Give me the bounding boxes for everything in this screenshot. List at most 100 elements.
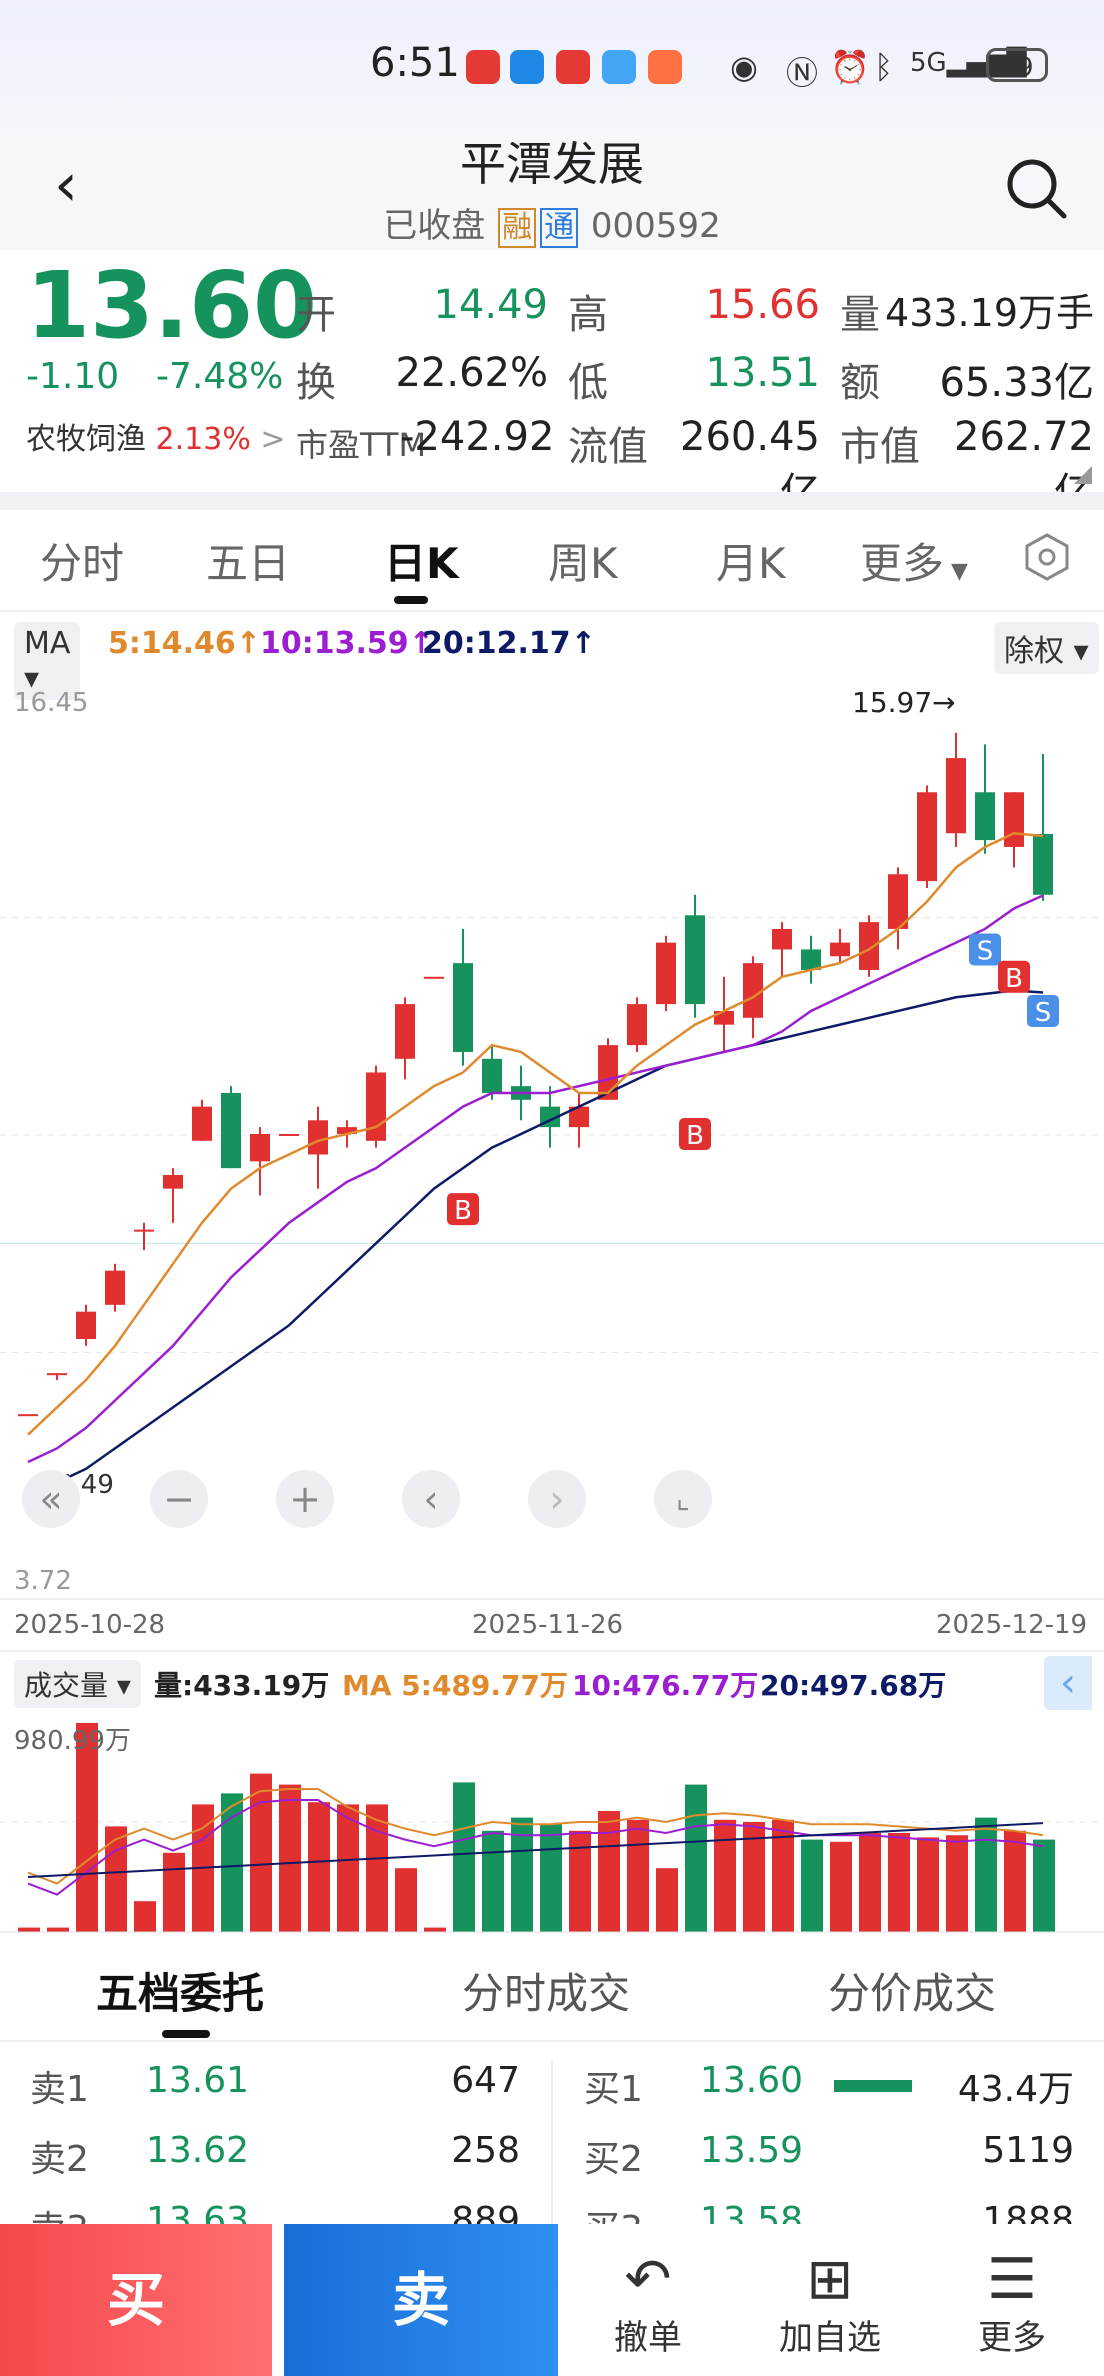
max-price-marker: 15.97→ (852, 686, 956, 719)
vol-ma20: 20:497.68万 (760, 1669, 947, 1702)
vol-ma10-line (27, 1799, 1044, 1896)
candle-body (975, 792, 995, 841)
stock-header (0, 130, 1104, 250)
volume-label: 量 (840, 292, 880, 338)
margin-tag: 融 (498, 208, 537, 248)
tab-trade-ticks[interactable]: 分时成交 (462, 1969, 631, 2018)
ask-price: 13.61 (146, 2060, 250, 2101)
price-change-pct: -7.48% (156, 356, 284, 397)
stock-subtitle: 已收盘 融通 000592 (0, 198, 1104, 248)
volume-bar (18, 1927, 40, 1932)
undo-icon: ↶ (624, 2247, 672, 2312)
candle-body (18, 1414, 38, 1417)
pan-right-icon[interactable]: › (528, 1470, 586, 1528)
volume-chart[interactable] (0, 1712, 1104, 1934)
sell-button[interactable]: 卖 (284, 2224, 558, 2376)
turnover-label: 换 (296, 360, 336, 406)
more-button[interactable]: ☰ 更多 (922, 2250, 1102, 2359)
add-watchlist-label: 加自选 (779, 2318, 881, 2358)
app-notification-icon (648, 50, 682, 84)
candle-body (163, 1174, 183, 1189)
low-label: 低 (568, 360, 608, 406)
ma20-line (27, 989, 1044, 1498)
volume-bar (279, 1784, 301, 1932)
candle-body (627, 1004, 647, 1046)
volume-bar (134, 1901, 156, 1932)
ask-label: 卖2 (30, 2139, 89, 2180)
adjust-select[interactable]: 除权 ▾ (994, 622, 1099, 674)
stock-name: 平潭发展 (460, 137, 644, 191)
candle-body (1004, 792, 1024, 847)
settings-hex-icon[interactable] (1022, 532, 1072, 582)
volume-bar (395, 1868, 417, 1932)
trade-marker-label: B (686, 1121, 704, 1151)
expand-corner-icon[interactable] (1074, 466, 1092, 484)
adjust-select-label: 除权 (1004, 634, 1064, 669)
divider (0, 492, 1104, 510)
collapse-panel-icon[interactable]: ‹ (1044, 1656, 1092, 1710)
y-axis-top-label: 16.45 (14, 688, 89, 718)
eye-icon: ◉ (730, 48, 758, 86)
vol-ma5-line (27, 1788, 1044, 1885)
date-label-start: 2025-10-28 (14, 1610, 166, 1640)
candle-body (221, 1092, 241, 1169)
tab-weekly-k[interactable]: 周K (548, 539, 618, 588)
tab-price-volume[interactable]: 分价成交 (828, 1969, 997, 2018)
volume-bar (511, 1817, 533, 1932)
vol-ma20-line (27, 1822, 1044, 1878)
stock-code: 000592 (590, 206, 721, 246)
zoom-out-icon[interactable]: − (150, 1470, 208, 1528)
last-price: 13.60 (26, 252, 318, 359)
tab-daily-k[interactable]: 日K (384, 539, 459, 588)
cancel-order-button[interactable]: ↶ 撤单 (558, 2250, 738, 2359)
pe-value: -242.92 (400, 414, 555, 460)
tab-monthly-k[interactable]: 月K (716, 539, 786, 588)
tab-order-book[interactable]: 五档委托 (96, 1969, 265, 2018)
scroll-start-icon[interactable]: « (22, 1470, 80, 1528)
market-status: 已收盘 (383, 206, 486, 246)
candle-body (482, 1058, 502, 1093)
divider (0, 610, 1104, 612)
candle-body (192, 1106, 212, 1141)
bid-label: 买2 (584, 2139, 643, 2180)
ask-label: 卖1 (30, 2069, 89, 2110)
volume-indicator-select[interactable]: 成交量 ▾ (14, 1660, 141, 1708)
ask-volume: 258 (451, 2130, 520, 2171)
app-notification-icon (556, 50, 590, 84)
back-icon[interactable]: ‹ (54, 150, 78, 220)
sector-link[interactable]: 农牧饲渔 2.13% > (26, 414, 286, 458)
tab-intraday[interactable]: 分时 (40, 539, 125, 588)
candle-body (888, 874, 908, 929)
add-watchlist-button[interactable]: ⊞ 加自选 (740, 2250, 920, 2359)
candle-body (685, 915, 705, 1005)
candle-body (801, 949, 821, 970)
pan-left-icon[interactable]: ‹ (402, 1470, 460, 1528)
candle-body (134, 1229, 154, 1232)
amount-label: 额 (840, 360, 880, 406)
ma10-value: 10:13.59↑ (260, 626, 434, 661)
float-mcap-label: 流值 (568, 424, 648, 470)
tab-five-day[interactable]: 五日 (206, 539, 291, 588)
indicator-select[interactable]: MA ▾ (14, 622, 81, 700)
connect-tag: 通 (540, 208, 579, 248)
volume-bar (250, 1773, 272, 1932)
zoom-in-icon[interactable]: + (276, 1470, 334, 1528)
signal-icon: 5G▂▄▆█ (910, 48, 1027, 78)
candle-body (76, 1311, 96, 1340)
fullscreen-icon[interactable]: ⌞ (654, 1470, 712, 1528)
volume-bar (453, 1782, 475, 1932)
trade-marker-b (679, 1117, 711, 1150)
volume-bar (743, 1822, 765, 1932)
ask-price: 13.62 (146, 2130, 250, 2171)
buy-button[interactable]: 买 (0, 2224, 272, 2376)
open-label: 开 (296, 292, 336, 338)
volume-bar (47, 1927, 69, 1932)
candle-body (453, 963, 473, 1052)
ma5-value: 5:14.46↑ (108, 626, 261, 661)
search-icon[interactable] (1004, 156, 1070, 222)
volume-bar (76, 1723, 98, 1932)
tab-more[interactable]: 更多 ▼ (860, 530, 968, 591)
candle-body (772, 928, 792, 950)
volume-bar (975, 1817, 997, 1932)
